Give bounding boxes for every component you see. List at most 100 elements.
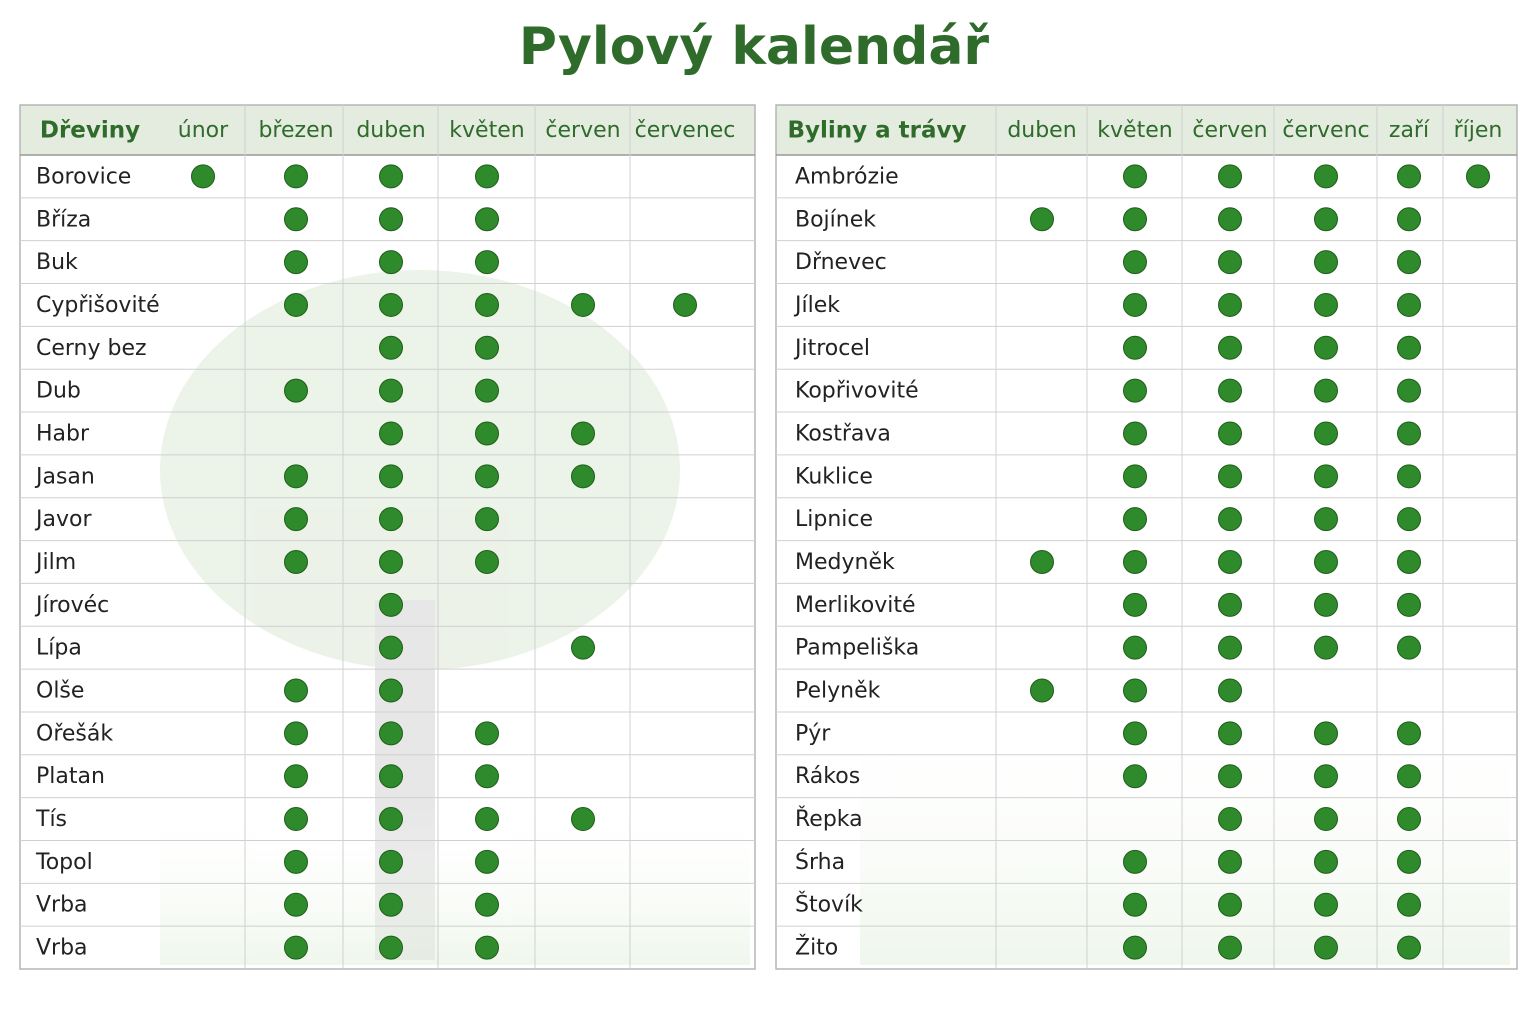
- pollen-dot: [1123, 378, 1147, 403]
- pollen-dot: [475, 892, 499, 917]
- pollen-dot: [379, 892, 403, 917]
- pollen-dot: [284, 207, 308, 232]
- pollen-dot: [475, 292, 499, 317]
- plant-name: Platan: [36, 764, 105, 789]
- pollen-dot: [379, 807, 403, 832]
- plant-name: Dřnevec: [795, 250, 887, 275]
- pollen-dot: [475, 507, 499, 532]
- pollen-dot: [1314, 250, 1338, 275]
- plant-name: Kopřivovité: [795, 379, 919, 404]
- pollen-dot: [284, 292, 308, 317]
- plant-name: Tís: [35, 807, 67, 832]
- plant-name: Řepka: [795, 806, 863, 832]
- plant-name: Rákos: [795, 764, 860, 789]
- pollen-dot: [1314, 335, 1338, 360]
- pollen-dot: [1218, 421, 1242, 446]
- pollen-dot: [284, 464, 308, 489]
- pollen-dot: [1218, 849, 1242, 874]
- pollen-dot: [1314, 849, 1338, 874]
- month-header: březen: [258, 118, 333, 143]
- pollen-dot: [284, 378, 308, 403]
- pollen-dot: [475, 721, 499, 746]
- pollen-dot: [379, 250, 403, 275]
- pollen-dot: [1218, 164, 1242, 189]
- pollen-dot: [1314, 635, 1338, 660]
- pollen-dot: [1397, 421, 1421, 446]
- pollen-dot: [1397, 892, 1421, 917]
- pollen-dot: [1314, 592, 1338, 617]
- pollen-dot: [379, 764, 403, 789]
- pollen-dot: [284, 849, 308, 874]
- pollen-dot: [1218, 721, 1242, 746]
- pollen-dot: [475, 250, 499, 275]
- plant-name: Medyněk: [795, 550, 895, 575]
- plant-name: Bříza: [36, 207, 91, 232]
- pollen-dot: [475, 807, 499, 832]
- plant-name: Jílek: [793, 293, 840, 318]
- pollen-dot: [1218, 335, 1242, 360]
- pollen-dot: [1314, 764, 1338, 789]
- pollen-dot: [475, 550, 499, 574]
- pollen-dot: [1123, 550, 1147, 574]
- pollen-dot: [1030, 550, 1054, 574]
- pollen-dot: [1314, 807, 1338, 832]
- pollen-dot: [1314, 421, 1338, 446]
- pollen-dot: [475, 164, 499, 189]
- plant-name: Ambrózie: [795, 164, 899, 189]
- pollen-dot: [1314, 935, 1338, 960]
- pollen-dot: [379, 592, 403, 617]
- pollen-dot: [284, 807, 308, 832]
- pollen-dot: [1218, 292, 1242, 317]
- pollen-dot: [284, 935, 308, 960]
- pollen-dot: [1397, 507, 1421, 532]
- pollen-dot: [571, 292, 595, 317]
- header-bg: [20, 105, 755, 155]
- pollen-dot: [1314, 164, 1338, 189]
- plant-name: Cerny bez: [36, 336, 147, 361]
- pollen-dot: [379, 164, 403, 189]
- plant-name: Jilm: [34, 550, 76, 575]
- pollen-dot: [1397, 250, 1421, 275]
- plant-name: Borovice: [36, 164, 131, 189]
- table-border: [775, 104, 1518, 970]
- pollen-dot: [1218, 507, 1242, 532]
- pollen-dot: [475, 378, 499, 403]
- pollen-dot: [284, 550, 308, 574]
- pollen-dot: [1397, 592, 1421, 617]
- plant-name: Cypřišovité: [36, 293, 160, 318]
- plant-name: Topol: [35, 850, 93, 875]
- pollen-dot: [379, 507, 403, 532]
- pollen-dot: [1314, 207, 1338, 232]
- pollen-dot: [1397, 635, 1421, 660]
- plant-name: Javor: [34, 507, 92, 532]
- plant-name: Dub: [36, 379, 81, 404]
- plant-name: Jitrocel: [793, 336, 870, 361]
- pollen-dot: [1123, 849, 1147, 874]
- header-bg: [776, 105, 1517, 155]
- title: Pylový kalendář: [519, 17, 990, 77]
- pollen-dot: [1123, 721, 1147, 746]
- pollen-dot: [1123, 164, 1147, 189]
- month-header: červenc: [1282, 118, 1369, 143]
- plant-name: Pýr: [795, 721, 831, 746]
- pollen-dot: [1123, 507, 1147, 532]
- pollen-dot: [1397, 464, 1421, 489]
- plant-name: Kostřava: [795, 421, 891, 446]
- pollen-dot: [1466, 164, 1490, 189]
- plant-name: Olše: [36, 679, 84, 704]
- plant-name: Žito: [795, 935, 838, 961]
- pollen-dot: [475, 935, 499, 960]
- pollen-dot: [1397, 292, 1421, 317]
- pollen-dot: [379, 678, 403, 703]
- plant-name: Habr: [36, 421, 90, 446]
- plant-name: Pelyněk: [795, 679, 881, 704]
- pollen-dot: [1123, 250, 1147, 275]
- plant-name: Jírovéc: [34, 593, 109, 618]
- pollen-dot: [1123, 764, 1147, 789]
- pollen-dot: [1314, 892, 1338, 917]
- pollen-dot: [379, 464, 403, 489]
- pollen-dot: [1218, 807, 1242, 832]
- month-header: červen: [1192, 118, 1267, 143]
- pollen-dot: [1314, 507, 1338, 532]
- month-header: květen: [449, 118, 524, 143]
